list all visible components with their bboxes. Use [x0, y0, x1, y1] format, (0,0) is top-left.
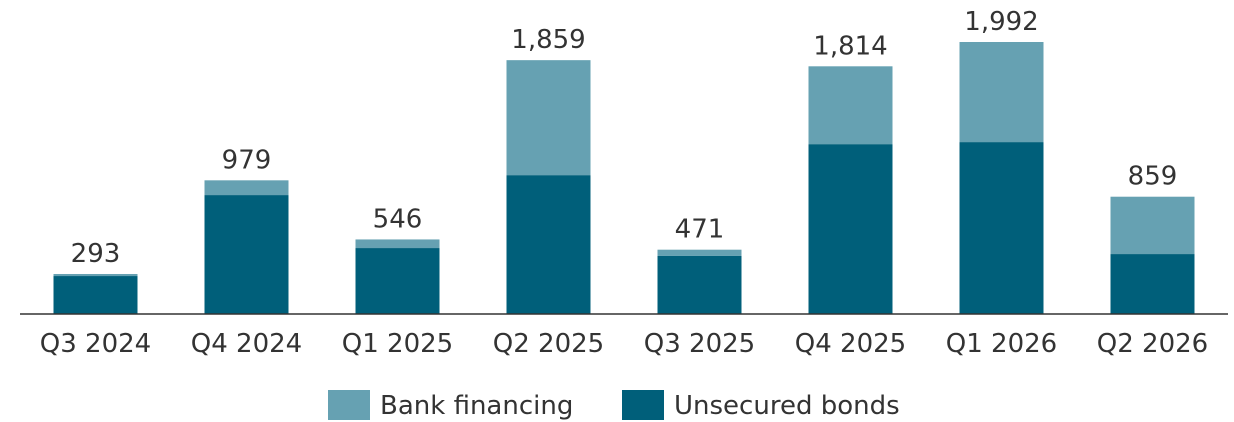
legend-label: Bank financing	[380, 391, 573, 421]
x-tick-label: Q2 2025	[493, 329, 604, 359]
total-label: 293	[71, 239, 121, 269]
bar-segment	[808, 144, 893, 314]
total-label: 1,859	[511, 25, 585, 55]
x-tick-label: Q1 2025	[342, 329, 453, 359]
x-tick-label: Q4 2025	[795, 329, 906, 359]
x-tick-label: Q4 2024	[191, 329, 302, 359]
x-tick-label: Q1 2026	[946, 329, 1057, 359]
x-tick-label: Q3 2025	[644, 329, 755, 359]
bar-segment	[1110, 196, 1195, 255]
total-label: 979	[222, 145, 272, 175]
bar-segment	[53, 276, 138, 314]
total-label: 1,992	[964, 7, 1038, 37]
bar-segment	[204, 180, 289, 196]
bar-segment	[657, 255, 742, 314]
bar-segment	[53, 273, 138, 277]
bar-segment	[506, 175, 591, 314]
bar-segment	[506, 60, 591, 176]
total-label: 471	[675, 215, 725, 245]
total-label: 1,814	[813, 31, 887, 61]
total-label: 546	[373, 204, 423, 234]
legend-label: Unsecured bonds	[674, 391, 900, 421]
bar-segment	[959, 142, 1044, 314]
bar-segment	[1110, 254, 1195, 314]
legend-swatch	[622, 390, 664, 420]
bar-segment	[657, 249, 742, 256]
x-tick-label: Q3 2024	[40, 329, 151, 359]
bar-segment	[204, 195, 289, 314]
bar-segment	[959, 42, 1044, 143]
bar-segment	[355, 239, 440, 249]
legend-swatch	[328, 390, 370, 420]
bar-segment	[355, 248, 440, 314]
x-tick-label: Q2 2026	[1097, 329, 1208, 359]
bar-segment	[808, 66, 893, 145]
total-label: 859	[1128, 162, 1178, 192]
